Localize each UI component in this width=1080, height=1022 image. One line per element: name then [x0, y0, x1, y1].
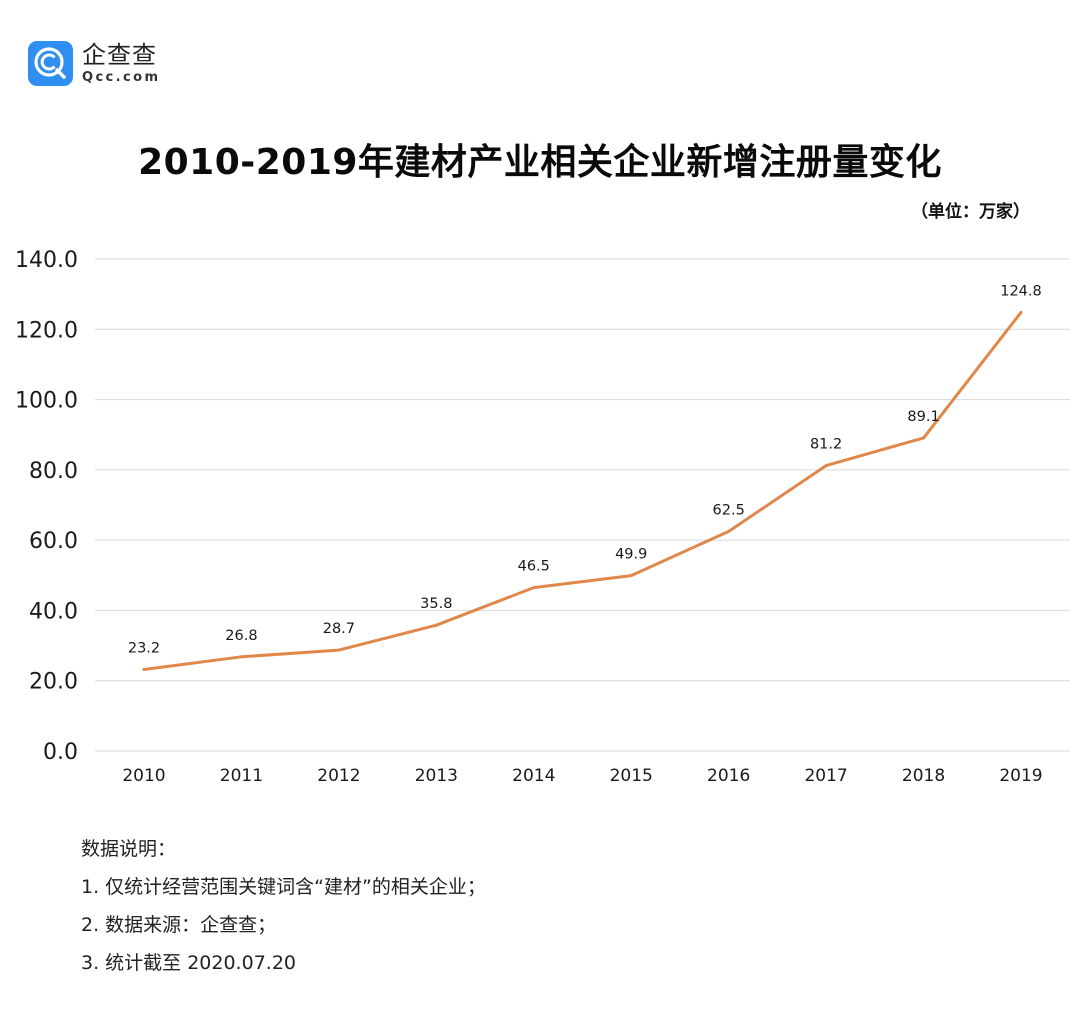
data-point [727, 529, 731, 533]
y-tick-label: 60.0 [29, 529, 78, 554]
y-tick-label: 40.0 [29, 599, 78, 624]
data-label: 28.7 [323, 621, 355, 637]
x-tick-label: 2015 [610, 766, 653, 786]
series-line [142, 310, 1023, 671]
x-tick-label: 2013 [415, 766, 458, 786]
logo: 企查查 Qcc.com [28, 41, 160, 86]
x-tick-label: 2011 [220, 766, 263, 786]
data-label: 49.9 [615, 547, 647, 563]
data-point [239, 655, 243, 659]
y-tick-label: 140.0 [15, 248, 78, 273]
chart-title: 2010-2019年建材产业相关企业新增注册量变化 [138, 142, 942, 183]
data-point [1019, 310, 1023, 314]
note-item: 1. 仅统计经营范围关键词含“建材”的相关企业； [81, 876, 486, 898]
data-label: 81.2 [810, 437, 842, 453]
gridlines [95, 258, 1070, 752]
y-tick-label: 0.0 [43, 740, 78, 765]
data-label: 26.8 [225, 628, 257, 644]
x-tick-label: 2014 [512, 766, 555, 786]
x-tick-label: 2012 [317, 766, 360, 786]
data-label: 23.2 [128, 640, 160, 656]
data-labels: 23.2 26.8 28.7 35.8 46.5 49.9 62.5 81.2 89.1 124.… [128, 283, 1042, 656]
y-tick-label: 80.0 [29, 459, 78, 484]
x-axis-labels: 2010 2011 2012 2013 2014 2015 2016 2017 2018 2019 [122, 766, 1042, 786]
y-tick-label: 120.0 [15, 318, 78, 343]
data-point [824, 464, 828, 468]
x-tick-label: 2019 [999, 766, 1042, 786]
y-axis-labels: 0.0 20.0 40.0 60.0 80.0 100.0 120.0 140.0 [15, 248, 78, 765]
qcc-logo-icon [28, 41, 73, 86]
y-tick-label: 20.0 [29, 670, 78, 695]
x-tick-label: 2017 [804, 766, 847, 786]
data-label: 46.5 [518, 559, 550, 575]
data-label: 124.8 [1000, 283, 1042, 299]
note-item: 2. 数据来源：企查查； [81, 914, 277, 936]
x-tick-label: 2010 [122, 766, 165, 786]
data-label: 62.5 [713, 502, 745, 518]
data-point [434, 623, 438, 627]
x-tick-label: 2018 [902, 766, 945, 786]
data-label: 35.8 [420, 596, 452, 612]
notes-heading: 数据说明： [81, 838, 177, 860]
series [142, 310, 1023, 671]
unit-label: （单位：万家） [911, 202, 1030, 222]
data-point [337, 648, 341, 652]
data-notes: 数据说明： 1. 仅统计经营范围关键词含“建材”的相关企业； 2. 数据来源：企… [81, 830, 486, 982]
data-label: 89.1 [907, 409, 939, 425]
data-point [922, 436, 926, 440]
logo-name-en: Qcc.com [82, 70, 161, 85]
logo-name-cn: 企查查 [82, 41, 157, 69]
data-point [532, 586, 536, 590]
y-tick-label: 100.0 [15, 389, 78, 414]
x-tick-label: 2016 [707, 766, 750, 786]
note-item: 3. 统计截至 2020.07.20 [81, 952, 296, 974]
data-point [142, 667, 146, 671]
data-point [629, 574, 633, 578]
